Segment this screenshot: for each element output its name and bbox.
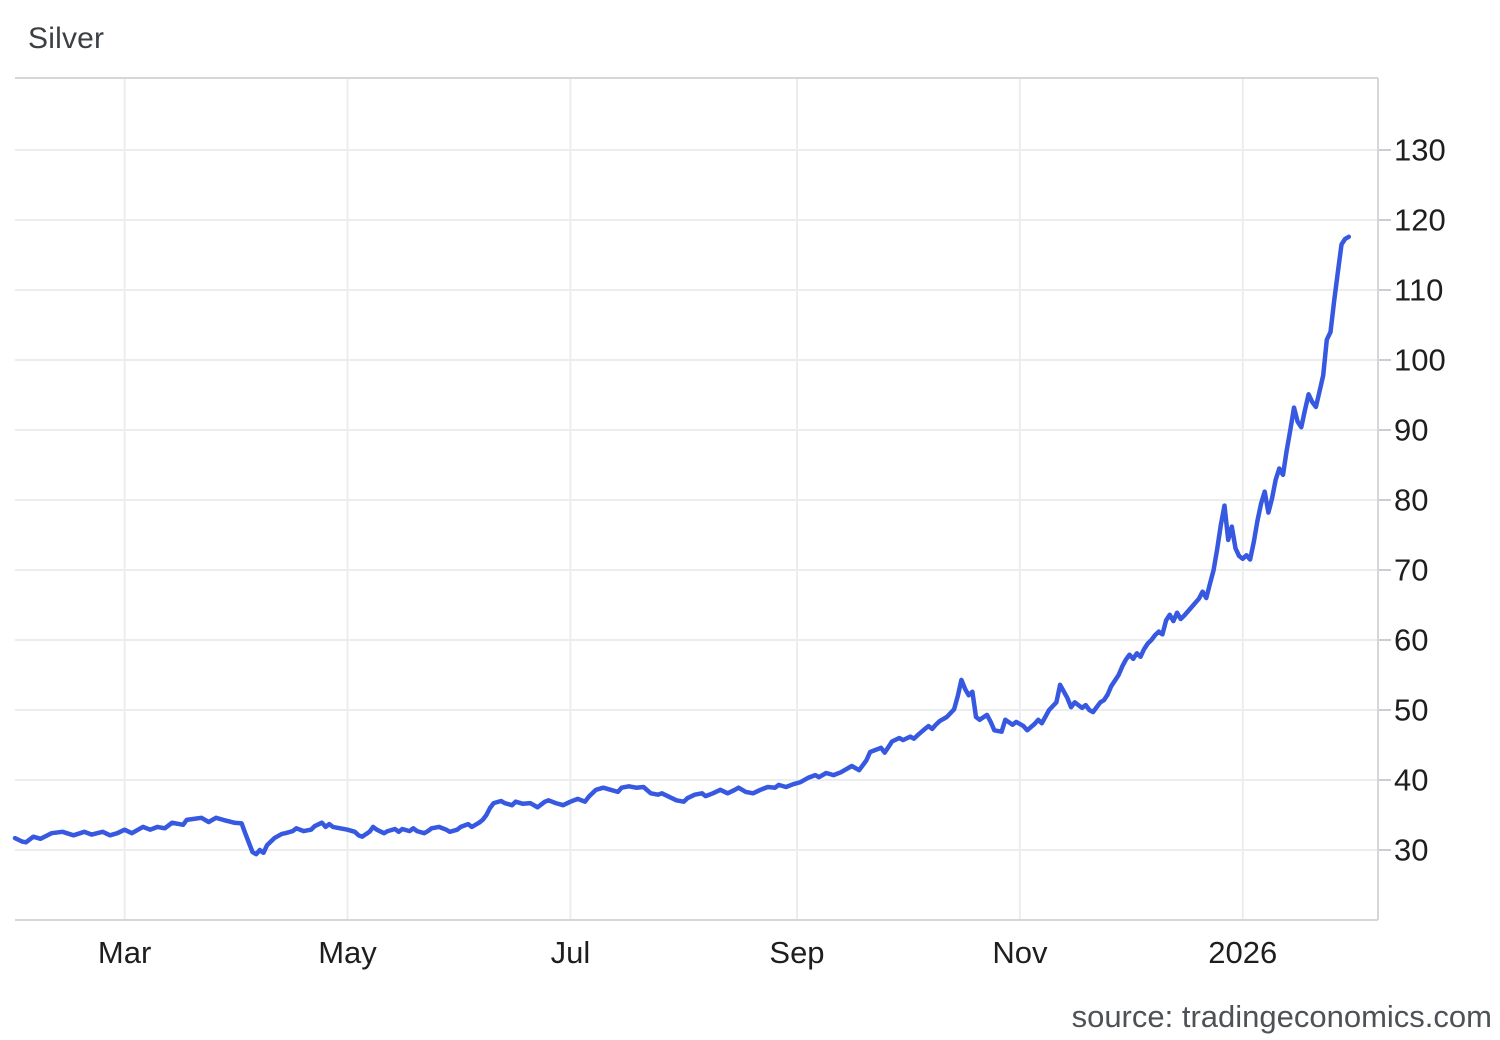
y-axis-label: 30 [1394, 833, 1428, 868]
x-axis-label: Sep [769, 935, 824, 970]
x-axis-label: May [318, 935, 377, 970]
x-axis-label: Mar [98, 935, 151, 970]
page-title: Silver [28, 22, 105, 55]
y-axis-label: 80 [1394, 483, 1428, 518]
y-axis-label: 70 [1394, 553, 1428, 588]
y-axis-label: 120 [1394, 203, 1446, 238]
y-axis-label: 50 [1394, 693, 1428, 728]
price-line [12, 234, 1352, 857]
y-axis-label: 40 [1394, 763, 1428, 798]
y-axis-label: 110 [1394, 273, 1443, 308]
y-axis-label: 60 [1394, 623, 1428, 658]
x-axis-label: Jul [551, 935, 591, 970]
y-axis-label: 90 [1394, 413, 1428, 448]
x-axis-label: 2026 [1208, 935, 1277, 970]
source-attribution[interactable]: source: tradingeconomics.com [1071, 999, 1492, 1034]
x-axis-label: Nov [992, 935, 1048, 970]
y-axis-label: 130 [1394, 133, 1446, 168]
y-axis-label: 100 [1394, 343, 1446, 378]
